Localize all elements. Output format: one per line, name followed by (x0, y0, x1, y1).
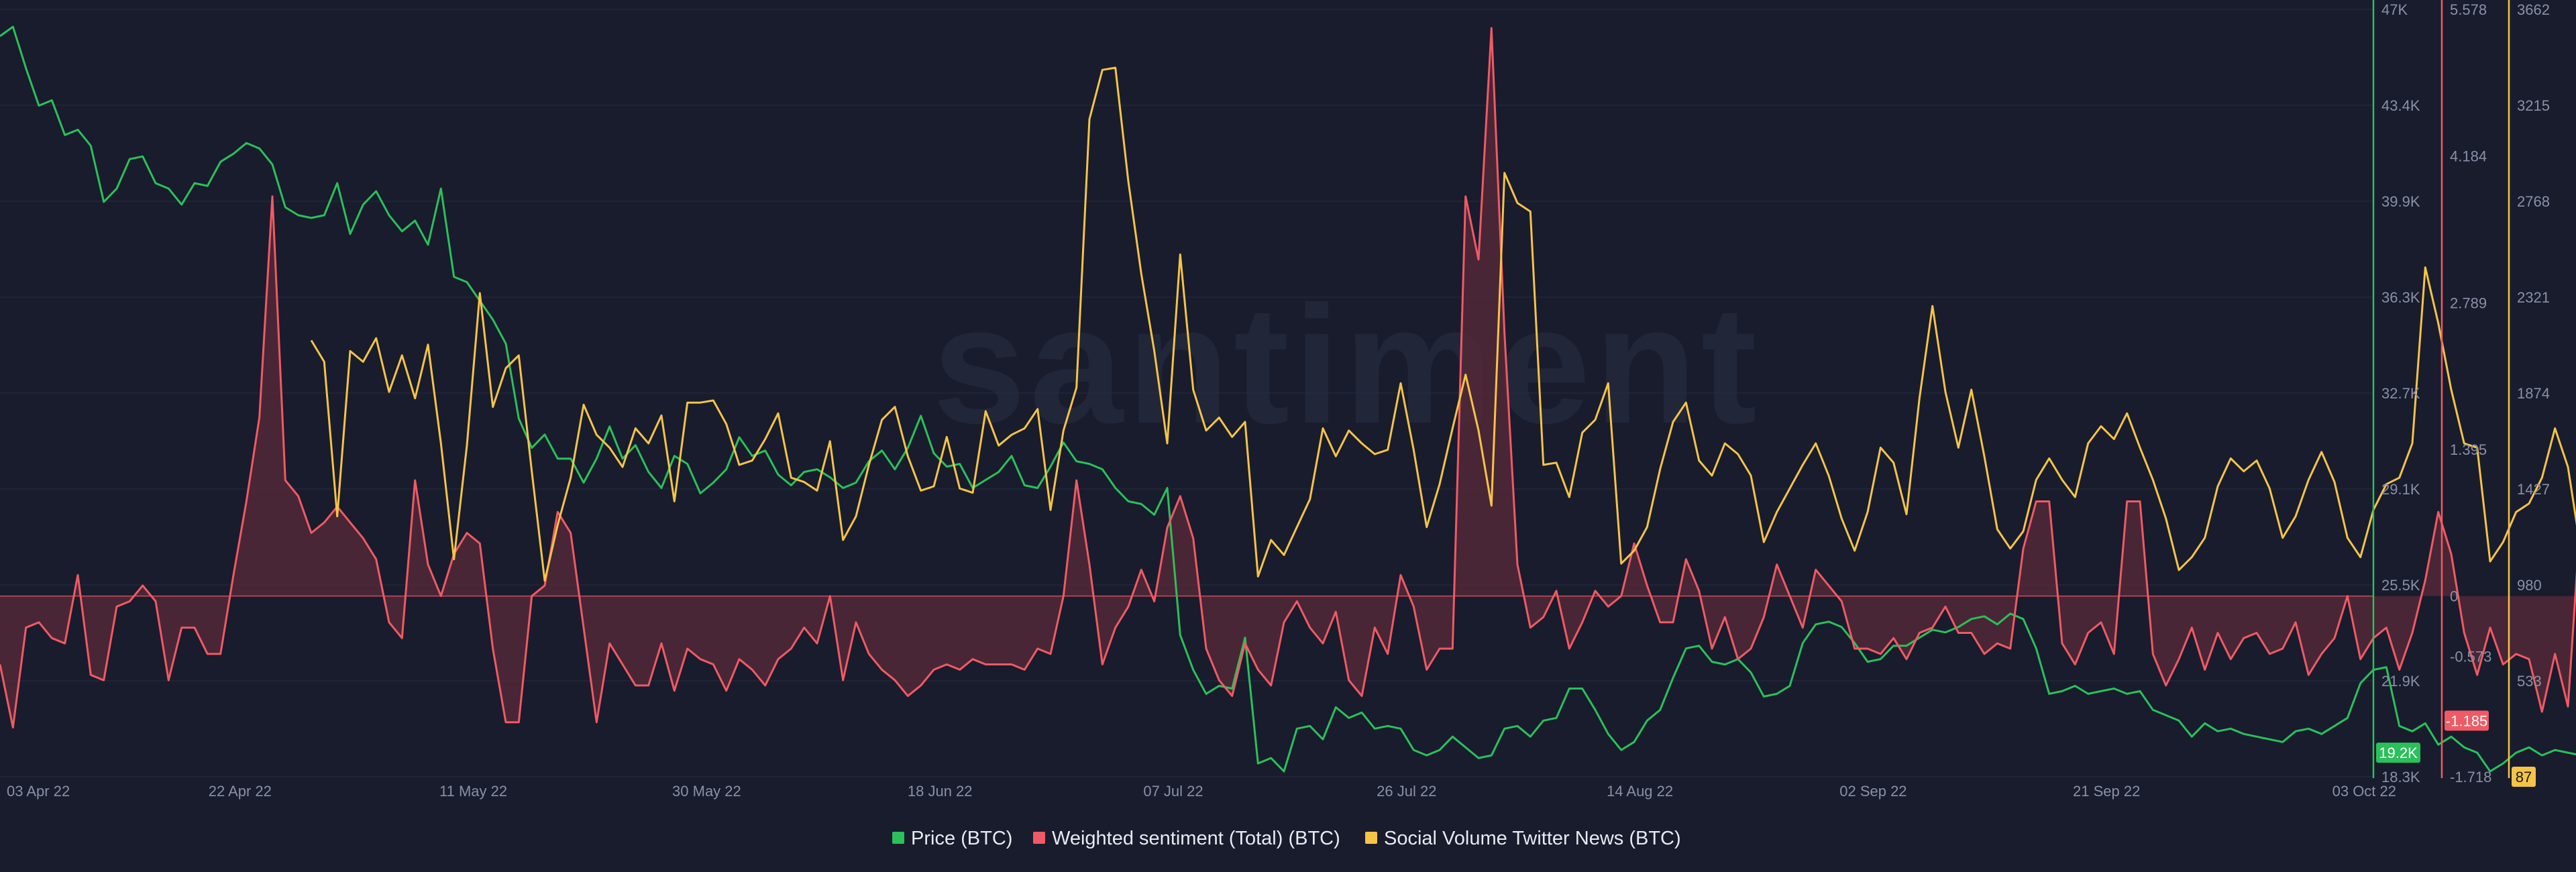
sentiment-axis-tick: 5.578 (2450, 1, 2487, 18)
series-line-price-btc (0, 25, 2576, 773)
price-axis-tick: 21.9K (2381, 673, 2420, 690)
legend[interactable]: Price (BTC) Weighted sentiment (Total) (B… (892, 828, 1681, 849)
legend-label: Weighted sentiment (Total) (BTC) (1052, 828, 1340, 849)
social-axis-tick: 1427 (2517, 481, 2550, 498)
price-axis-tick: 43.4K (2381, 97, 2420, 114)
x-axis-tick: 11 May 22 (439, 783, 507, 800)
legend-swatch (892, 832, 904, 844)
x-axis-tick: 03 Apr 22 (7, 783, 70, 800)
series-line-weighted-sentiment-total-btc (0, 27, 2576, 729)
watermark: santiment (932, 271, 1761, 458)
grid (0, 9, 2373, 777)
legend-item-price-btc[interactable]: Price (BTC) (892, 828, 1012, 849)
x-axis-tick: 18 Jun 22 (908, 783, 973, 800)
legend-item-social-volume-twitter-news-btc[interactable]: Social Volume Twitter News (BTC) (1365, 828, 1681, 849)
series-lines (0, 25, 2576, 773)
price-axis-tick: 32.7K (2381, 385, 2420, 402)
price-axis-tick: 47K (2381, 1, 2408, 18)
sentiment-axis-tick: -1.718 (2450, 769, 2491, 785)
social-axis-tick: 3662 (2517, 1, 2550, 18)
price-axis-tick: 18.3K (2381, 769, 2420, 785)
sentiment-axis-tick: -0.573 (2450, 648, 2491, 665)
sentiment-axis-tick: 1.395 (2450, 441, 2487, 458)
price-last-value-badge (2376, 743, 2420, 763)
x-axis-tick: 02 Sep 22 (1839, 783, 1907, 800)
legend-label: Price (BTC) (911, 828, 1012, 849)
x-axis-tick: 21 Sep 22 (2073, 783, 2140, 800)
social-axis-tick: 533 (2517, 673, 2542, 690)
legend-swatch (1365, 832, 1377, 844)
social-axis-tick: 980 (2517, 577, 2542, 594)
sentiment-last-value-label: -1.185 (2446, 712, 2487, 729)
price-axis-tick: 36.3K (2381, 289, 2420, 306)
axes: 47K 43.4K 39.9K 36.3K 32.7K 29.1K 25.5K 21.9K 18… (7, 0, 2550, 800)
x-axis-tick: 14 Aug 22 (1607, 783, 1673, 800)
social-axis-tick: 3215 (2517, 97, 2550, 114)
social-axis-tick: 2321 (2517, 289, 2550, 306)
social-last-value-badge (2512, 767, 2536, 787)
price-axis-tick: 25.5K (2381, 577, 2420, 594)
x-axis-tick: 22 Apr 22 (209, 783, 272, 800)
price-axis-tick: 29.1K (2381, 481, 2420, 498)
legend-item-weighted-sentiment-total-btc[interactable]: Weighted sentiment (Total) (BTC) (1033, 828, 1340, 849)
price-axis-tick: 39.9K (2381, 193, 2420, 210)
social-axis-tick: 1874 (2517, 385, 2550, 402)
x-axis-tick: 07 Jul 22 (1143, 783, 1203, 800)
x-axis-tick: 03 Oct 22 (2332, 783, 2396, 800)
sentiment-last-value-badge (2445, 710, 2489, 731)
x-axis-tick: 26 Jul 22 (1377, 783, 1436, 800)
series-line-social-volume-twitter-news-btc (310, 66, 2576, 582)
price-last-value-label: 19.2K (2379, 745, 2418, 761)
legend-label: Social Volume Twitter News (BTC) (1384, 828, 1681, 849)
social-axis-tick: 2768 (2517, 193, 2550, 210)
x-axis-tick: 30 May 22 (672, 783, 741, 800)
social-last-value-label: 87 (2516, 769, 2532, 785)
sentiment-axis-tick: 2.789 (2450, 294, 2487, 311)
sentiment-axis-tick: 0 (2450, 588, 2458, 605)
sentiment-axis-tick: 4.184 (2450, 148, 2487, 165)
legend-swatch (1033, 832, 1045, 844)
